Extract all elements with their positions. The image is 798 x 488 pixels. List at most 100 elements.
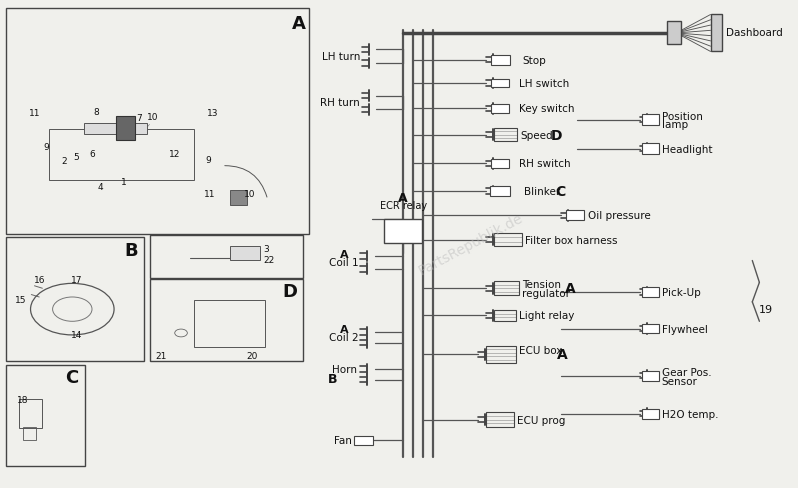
Text: LH turn: LH turn — [322, 52, 360, 62]
Text: RH turn: RH turn — [320, 98, 360, 108]
Text: 12: 12 — [169, 149, 180, 158]
Bar — [492, 105, 509, 114]
Bar — [567, 211, 583, 221]
Text: 2: 2 — [61, 157, 67, 166]
Text: regulator: regulator — [522, 288, 571, 299]
Text: ECU prog: ECU prog — [517, 415, 566, 425]
Bar — [23, 427, 36, 441]
Bar — [149, 235, 303, 278]
Text: 20: 20 — [247, 351, 258, 360]
Bar — [642, 324, 659, 334]
Text: Speed: Speed — [520, 130, 553, 140]
Text: D: D — [551, 128, 562, 142]
Bar — [494, 310, 516, 322]
Text: Oil pressure: Oil pressure — [588, 211, 651, 221]
Bar — [195, 301, 266, 347]
Bar — [116, 117, 136, 141]
Bar — [492, 80, 509, 88]
Text: Key switch: Key switch — [519, 104, 575, 114]
Text: LH switch: LH switch — [519, 79, 569, 89]
Bar — [494, 128, 517, 142]
Text: 5: 5 — [73, 153, 79, 162]
Bar — [492, 160, 509, 168]
Text: lamp: lamp — [662, 120, 688, 130]
Text: 10: 10 — [147, 112, 159, 122]
Text: 3: 3 — [263, 244, 269, 253]
Text: Position: Position — [662, 111, 702, 122]
Text: B: B — [124, 241, 139, 259]
Text: Headlight: Headlight — [662, 144, 712, 154]
Text: B: B — [327, 372, 337, 386]
Text: Coil 1: Coil 1 — [330, 258, 359, 268]
Text: 8: 8 — [93, 107, 99, 117]
Text: Tension: Tension — [522, 280, 561, 290]
Text: Light relay: Light relay — [519, 311, 575, 321]
Bar — [6, 366, 85, 466]
Text: Filter box harness: Filter box harness — [525, 235, 618, 245]
Text: 1: 1 — [120, 178, 126, 186]
Text: 18: 18 — [17, 395, 29, 404]
Text: 6: 6 — [89, 149, 95, 158]
Bar — [49, 130, 195, 181]
Text: 22: 22 — [263, 255, 275, 264]
Text: Gear Pos.: Gear Pos. — [662, 367, 711, 377]
Text: A: A — [398, 191, 408, 204]
Text: Blinker: Blinker — [523, 186, 560, 197]
Text: PartsRepublik.de: PartsRepublik.de — [416, 210, 525, 278]
Text: 14: 14 — [70, 331, 82, 340]
Bar — [491, 56, 510, 65]
Text: A: A — [340, 250, 349, 260]
Text: C: C — [555, 184, 566, 199]
Bar — [84, 124, 147, 135]
Text: Flywheel: Flywheel — [662, 324, 708, 334]
Bar — [230, 191, 247, 205]
Bar — [494, 282, 519, 295]
Bar — [490, 186, 511, 197]
Text: Horn: Horn — [332, 365, 357, 375]
Text: Dashboard: Dashboard — [726, 28, 783, 38]
Text: D: D — [282, 283, 298, 301]
Bar — [354, 436, 373, 446]
Bar — [149, 280, 303, 362]
Bar — [642, 115, 659, 125]
Text: Stop: Stop — [522, 56, 546, 65]
Text: 10: 10 — [244, 189, 255, 199]
Bar — [642, 371, 659, 381]
Bar — [385, 220, 422, 243]
Bar — [642, 144, 659, 155]
Text: 9: 9 — [43, 142, 49, 151]
Bar — [642, 287, 659, 297]
Bar — [18, 399, 42, 428]
Text: 21: 21 — [155, 351, 166, 360]
Text: A: A — [565, 282, 575, 296]
Bar — [6, 9, 310, 234]
Text: 11: 11 — [29, 108, 40, 118]
Text: C: C — [65, 368, 79, 386]
Text: 16: 16 — [34, 275, 45, 285]
Text: 19: 19 — [759, 305, 772, 314]
Bar — [710, 15, 722, 52]
Text: 11: 11 — [204, 190, 216, 199]
Bar — [486, 346, 516, 364]
Text: 15: 15 — [15, 295, 27, 305]
Bar — [667, 22, 681, 45]
Text: RH switch: RH switch — [519, 159, 571, 169]
Text: Pick-Up: Pick-Up — [662, 287, 701, 298]
Bar — [642, 409, 659, 419]
Bar — [6, 238, 144, 362]
Text: ECR relay: ECR relay — [380, 200, 427, 210]
Text: A: A — [340, 325, 349, 334]
Text: Sensor: Sensor — [662, 376, 697, 386]
Bar — [230, 247, 260, 261]
Text: A: A — [557, 347, 567, 362]
Bar — [486, 412, 515, 427]
Text: 13: 13 — [207, 108, 219, 118]
Text: 7: 7 — [136, 113, 142, 122]
Bar — [494, 233, 522, 247]
Text: ECU box: ECU box — [519, 346, 563, 356]
Text: H2O temp.: H2O temp. — [662, 409, 718, 419]
Text: Fan: Fan — [334, 435, 352, 446]
Text: Coil 2: Coil 2 — [330, 333, 359, 343]
Text: 4: 4 — [97, 183, 103, 192]
Text: A: A — [291, 15, 306, 32]
